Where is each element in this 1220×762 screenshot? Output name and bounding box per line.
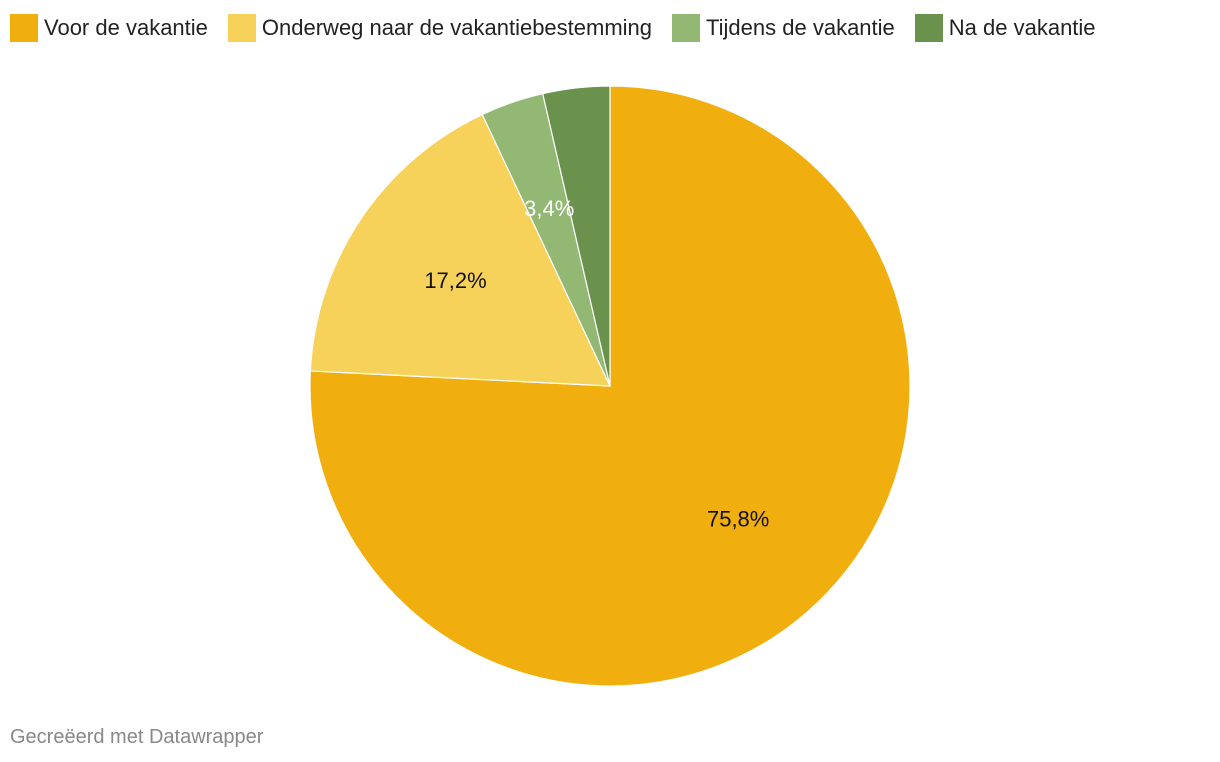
legend-item: Na de vakantie (914, 14, 1096, 42)
data-label: 17,2% (424, 268, 486, 293)
legend-item: Voor de vakantie (10, 14, 208, 42)
legend-item: Tijdens de vakantie (672, 14, 895, 42)
pie-slice (541, 85, 611, 387)
legend-swatch (914, 14, 943, 42)
chart-legend: Voor de vakantie Onderweg naar de vakanti… (10, 13, 1116, 43)
legend-label: Onderweg naar de vakantiebestemming (261, 15, 653, 40)
legend-label: Na de vakantie (948, 15, 1096, 40)
legend-label: Voor de vakantie (44, 15, 208, 40)
data-label: 75,8% (707, 507, 769, 532)
footer-credit: Gecreëerd met Datawrapper (10, 726, 264, 748)
legend-item: Onderweg naar de vakantiebestemming (227, 14, 653, 42)
pie-slice (309, 113, 611, 387)
data-label: 3,4% (524, 196, 574, 221)
legend-swatch (10, 14, 38, 42)
legend-swatch (672, 14, 701, 42)
legend-swatch (227, 14, 256, 42)
legend-label: Tijdens de vakantie (706, 15, 895, 40)
pie-slice (309, 85, 911, 687)
